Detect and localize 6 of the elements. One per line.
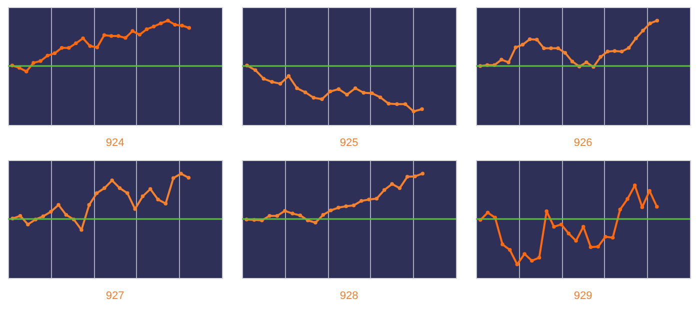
text: 924 [106, 137, 124, 149]
text: 925 [340, 137, 358, 149]
text: 929 [574, 290, 592, 302]
text: 928 [340, 290, 358, 302]
text: 926 [574, 137, 592, 149]
text: 927 [106, 290, 124, 302]
